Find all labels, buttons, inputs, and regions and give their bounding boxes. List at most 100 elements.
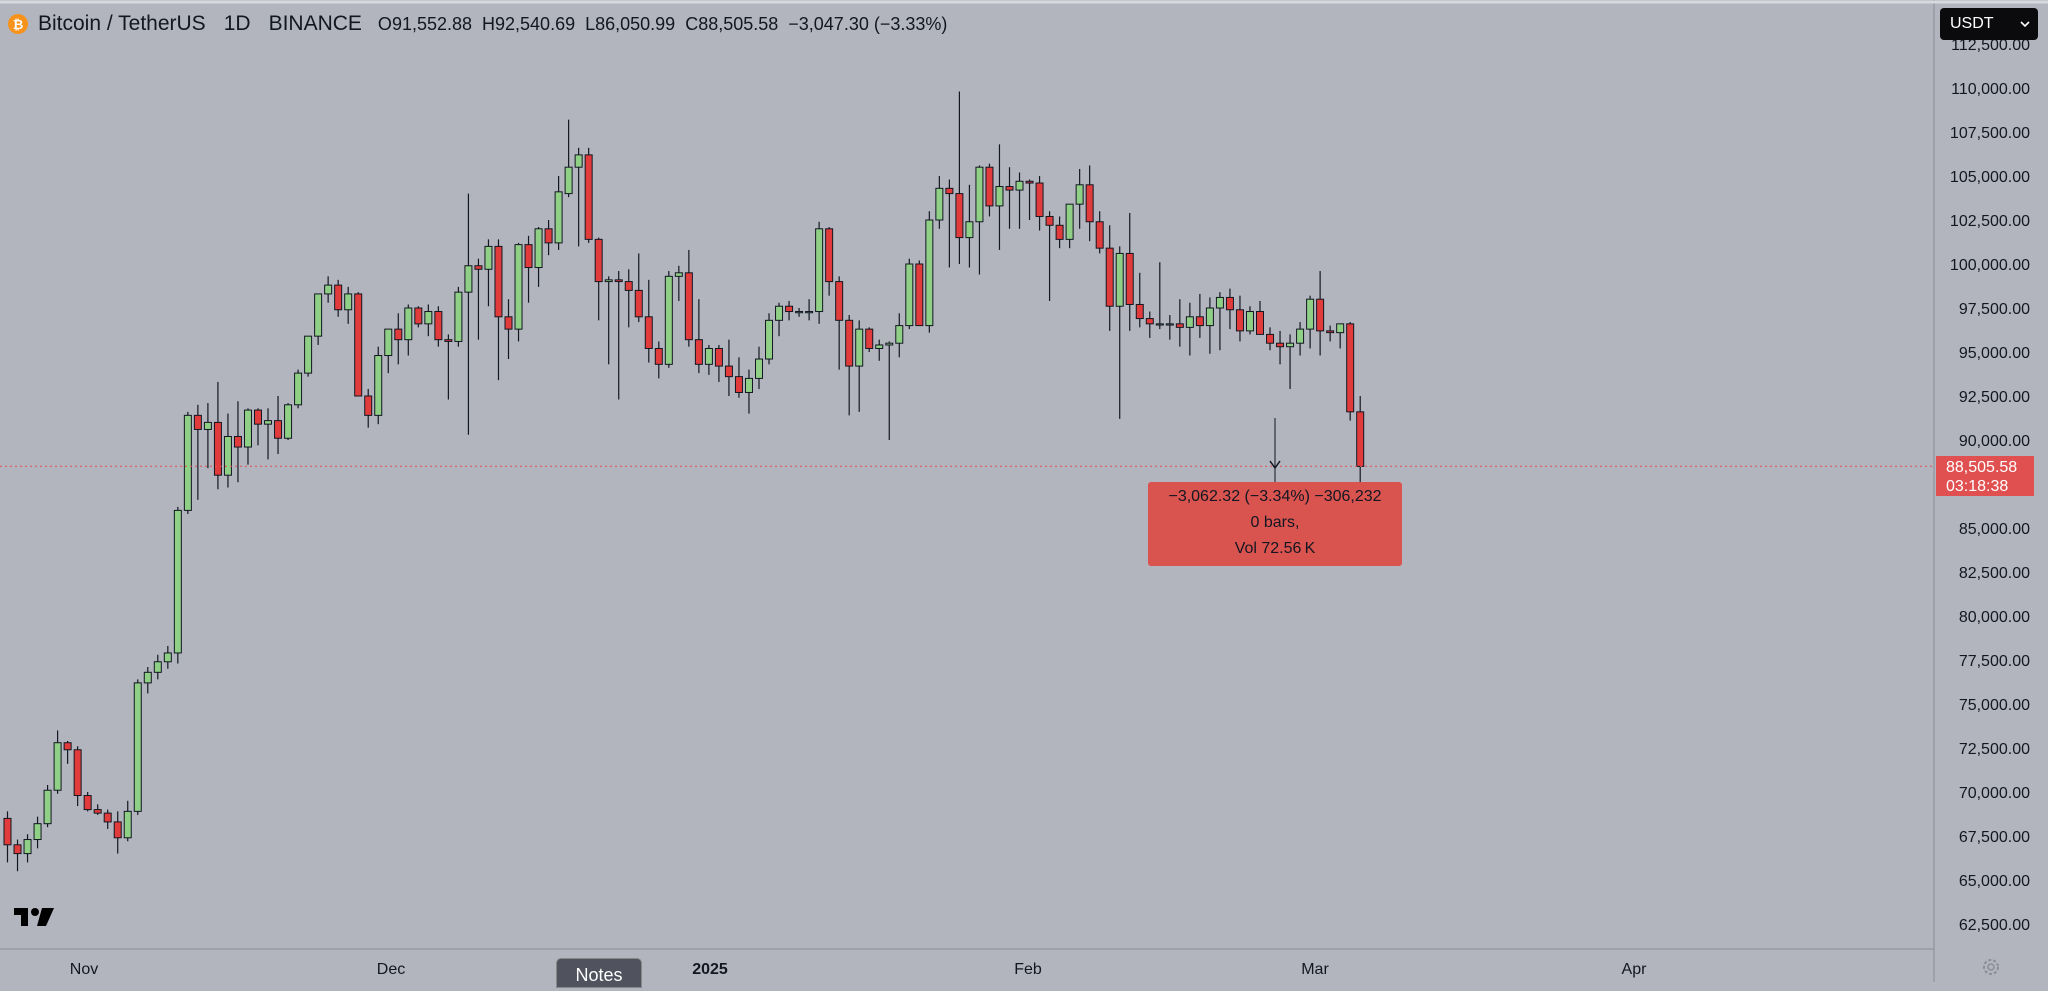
candle-down[interactable]: [63, 742, 72, 751]
candle-down[interactable]: [594, 238, 603, 283]
candle-up[interactable]: [1065, 203, 1074, 240]
candle-down[interactable]: [644, 316, 653, 349]
candle-up[interactable]: [1245, 311, 1254, 332]
candle-up[interactable]: [1336, 323, 1345, 334]
candle-down[interactable]: [93, 809, 102, 814]
candle-up[interactable]: [1306, 298, 1315, 330]
candle-up[interactable]: [855, 328, 864, 367]
candle-down[interactable]: [83, 795, 92, 811]
currency-select[interactable]: USDT: [1940, 8, 2038, 40]
candle-down[interactable]: [193, 414, 202, 430]
candle-down[interactable]: [785, 305, 794, 313]
candle-up[interactable]: [995, 186, 1004, 207]
candle-down[interactable]: [614, 279, 623, 283]
candle-up[interactable]: [805, 311, 814, 314]
candle-up[interactable]: [203, 421, 212, 430]
candle-down[interactable]: [113, 821, 122, 839]
candle-down[interactable]: [13, 844, 22, 855]
candle-up[interactable]: [374, 355, 383, 416]
candle-up[interactable]: [143, 671, 152, 684]
candle-down[interactable]: [103, 812, 112, 823]
candle-down[interactable]: [1035, 182, 1044, 217]
candle-up[interactable]: [775, 305, 784, 321]
candle-up[interactable]: [574, 154, 583, 168]
candle-down[interactable]: [233, 435, 242, 448]
candle-up[interactable]: [223, 435, 232, 476]
settings-gear-icon[interactable]: [1980, 956, 2002, 978]
candle-up[interactable]: [1015, 180, 1024, 191]
candle-up[interactable]: [1286, 342, 1295, 348]
price-axis[interactable]: 112,500.00 110,000.00 107,500.00 105,000.00…: [1950, 37, 2030, 934]
candle-up[interactable]: [935, 187, 944, 221]
candle-down[interactable]: [274, 420, 283, 439]
symbol-title[interactable]: Bitcoin / TetherUS: [38, 12, 206, 35]
candle-up[interactable]: [905, 263, 914, 327]
candle-down[interactable]: [1256, 311, 1264, 335]
candle-down[interactable]: [624, 281, 633, 291]
candle-up[interactable]: [604, 279, 613, 283]
candle-up[interactable]: [554, 191, 563, 244]
candle-down[interactable]: [714, 347, 723, 367]
candle-up[interactable]: [454, 291, 463, 342]
candle-down[interactable]: [845, 319, 854, 367]
candle-down[interactable]: [945, 187, 954, 195]
candle-up[interactable]: [43, 789, 52, 825]
candle-down[interactable]: [1266, 333, 1275, 344]
candle-down[interactable]: [1105, 247, 1114, 307]
candle-up[interactable]: [514, 244, 523, 330]
candle-down[interactable]: [254, 409, 262, 425]
candle-down[interactable]: [724, 365, 733, 378]
candle-up[interactable]: [965, 221, 974, 239]
candle-up[interactable]: [1075, 184, 1084, 205]
candle-down[interactable]: [1175, 323, 1184, 328]
candle-up[interactable]: [324, 284, 333, 295]
candle-up[interactable]: [183, 414, 192, 511]
candle-up[interactable]: [1296, 328, 1305, 344]
candle-down[interactable]: [985, 166, 994, 207]
candle-down[interactable]: [694, 339, 703, 365]
candle-up[interactable]: [173, 509, 182, 654]
candle-up[interactable]: [53, 742, 62, 791]
candle-up[interactable]: [133, 682, 142, 812]
interval-label[interactable]: 1D: [223, 12, 251, 35]
candle-up[interactable]: [153, 661, 162, 673]
candle-up[interactable]: [1165, 323, 1174, 326]
candle-up[interactable]: [815, 228, 824, 313]
candle-up[interactable]: [534, 228, 543, 269]
candle-up[interactable]: [564, 166, 573, 195]
candle-up[interactable]: [384, 328, 393, 357]
candle-down[interactable]: [865, 328, 874, 349]
candle-up[interactable]: [123, 810, 132, 839]
candle-down[interactable]: [1085, 184, 1094, 223]
candle-down[interactable]: [654, 347, 663, 365]
candle-up[interactable]: [1155, 323, 1164, 326]
candle-down[interactable]: [73, 749, 82, 797]
candle-up[interactable]: [314, 293, 323, 337]
candle-up[interactable]: [765, 319, 774, 360]
candle-down[interactable]: [213, 421, 222, 476]
candle-down[interactable]: [524, 244, 533, 269]
candle-down[interactable]: [915, 263, 924, 327]
candle-up[interactable]: [1115, 252, 1124, 307]
candle-down[interactable]: [1045, 215, 1054, 226]
candle-down[interactable]: [1195, 316, 1204, 327]
candle-up[interactable]: [264, 420, 273, 425]
candle-down[interactable]: [544, 228, 553, 244]
candle-down[interactable]: [1055, 224, 1064, 240]
candle-up[interactable]: [464, 265, 473, 293]
candle-down[interactable]: [634, 289, 643, 318]
candle-up[interactable]: [664, 275, 673, 365]
candle-down[interactable]: [1095, 221, 1104, 249]
candle-up[interactable]: [1215, 296, 1224, 309]
candle-down[interactable]: [1276, 342, 1285, 348]
candle-up[interactable]: [424, 311, 433, 325]
candle-down[interactable]: [734, 376, 743, 393]
candle-up[interactable]: [284, 404, 293, 439]
candle-down[interactable]: [955, 193, 964, 239]
candle-down[interactable]: [3, 817, 12, 846]
candle-down[interactable]: [1025, 180, 1034, 184]
candle-up[interactable]: [704, 347, 713, 365]
candle-down[interactable]: [825, 228, 834, 283]
candle-up[interactable]: [344, 293, 353, 311]
